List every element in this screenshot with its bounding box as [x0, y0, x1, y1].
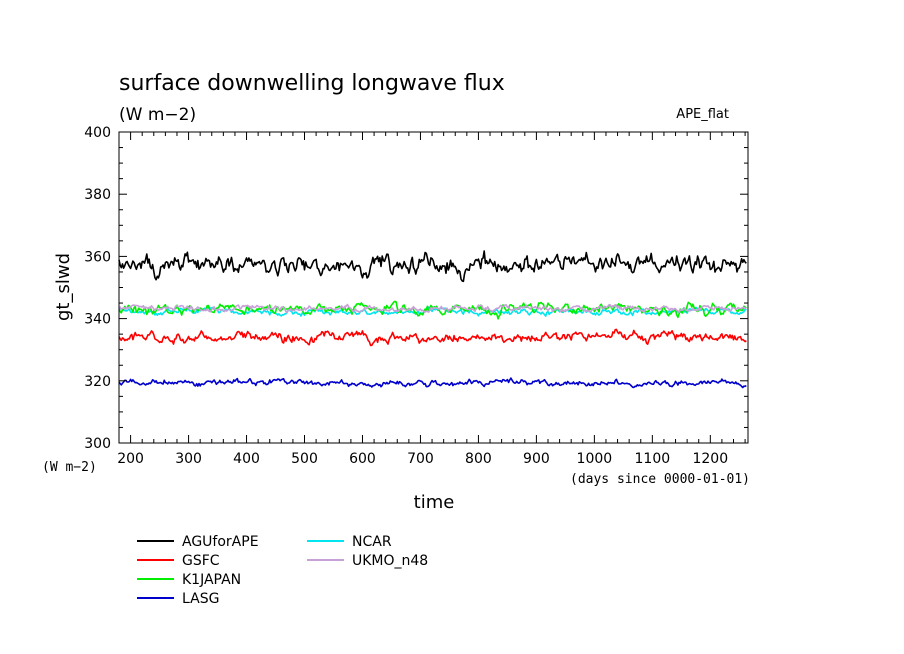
y-tick-label: 400: [84, 125, 111, 141]
plot-frame: [118, 131, 749, 444]
legend-label-ukmo_n48: UKMO_n48: [352, 553, 428, 569]
series-line-gsfc: [118, 328, 747, 347]
y-tick-label: 300: [84, 436, 111, 452]
y-axis-units: (W m−2): [42, 460, 97, 475]
series-layer: [118, 250, 747, 389]
x-tick-label: 700: [407, 451, 434, 467]
x-tick-label: 200: [117, 451, 144, 467]
series-line-lasg: [118, 377, 747, 389]
x-axis-label: time: [414, 492, 455, 513]
legend-label-gsfc: GSFC: [182, 553, 220, 569]
x-tick-label: 1100: [635, 451, 671, 467]
chart-units: (W m−2): [119, 105, 196, 125]
chart-title: surface downwelling longwave flux: [119, 71, 505, 96]
y-tick-label: 360: [84, 249, 111, 265]
legend-label-lasg: LASG: [182, 591, 219, 607]
x-tick-label: 1200: [692, 451, 728, 467]
y-axis-label: gt_slwd: [53, 253, 74, 321]
ticks-layer: 200 300 400 500 600 700 800 900 1000 1100 1200 300 3…: [84, 125, 748, 467]
x-tick-label: 300: [175, 451, 202, 467]
x-tick-label: 1000: [577, 451, 613, 467]
legend-label-aguforape: AGUforAPE: [182, 534, 259, 550]
y-tick-label: 320: [84, 374, 111, 390]
legend-label-k1japan: K1JAPAN: [182, 572, 241, 588]
x-tick-label: 600: [349, 451, 376, 467]
x-tick-label: 400: [233, 451, 260, 467]
legend-label-ncar: NCAR: [352, 534, 392, 550]
y-tick-label: 340: [84, 312, 111, 328]
series-line-aguforape: [118, 250, 747, 283]
legend: AGUforAPE GSFC K1JAPAN LASG NCAR UKMO_n48: [137, 534, 428, 607]
series-line-ukmo_n48: [118, 303, 747, 314]
experiment-tag: APE_flat: [676, 107, 729, 122]
y-tick-label: 380: [84, 187, 111, 203]
x-tick-label: 800: [465, 451, 492, 467]
x-axis-units: (days since 0000-01-01): [570, 472, 750, 487]
x-tick-label: 500: [291, 451, 318, 467]
x-tick-label: 900: [523, 451, 550, 467]
